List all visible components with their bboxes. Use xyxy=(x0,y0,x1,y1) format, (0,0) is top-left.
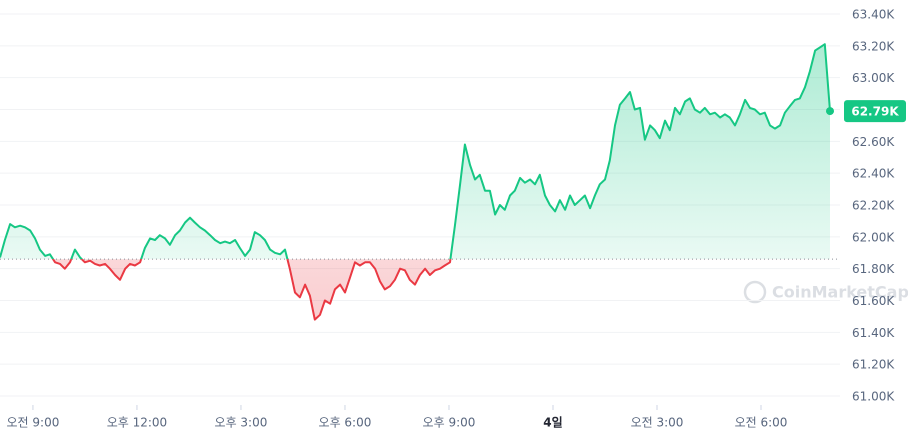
area-down xyxy=(0,259,830,320)
current-price-badge xyxy=(844,100,906,123)
y-tick-label: 63.00K xyxy=(852,71,895,85)
y-tick-label: 61.40K xyxy=(852,326,895,340)
price-line-down xyxy=(51,259,452,321)
x-tick-label: 4일 xyxy=(543,416,562,430)
y-tick-label: 61.60K xyxy=(852,294,895,308)
x-tick-label: 오후 9:00 xyxy=(423,416,476,430)
watermark-text: CoinMarketCap xyxy=(772,283,908,302)
y-tick-label: 62.20K xyxy=(852,199,895,213)
y-tick-label: 62.40K xyxy=(852,167,895,181)
x-tick-label: 오전 9:00 xyxy=(7,416,60,430)
y-tick-label: 63.20K xyxy=(852,39,895,53)
x-tick-label: 오전 6:00 xyxy=(735,416,788,430)
y-tick-label: 62.60K xyxy=(852,135,895,149)
y-tick-label: 61.80K xyxy=(852,262,895,276)
price-line-up xyxy=(0,43,831,260)
current-price-label: 62.79K xyxy=(851,105,899,119)
y-tick-label: 63.40K xyxy=(852,8,895,22)
y-tick-label: 61.20K xyxy=(852,358,895,372)
x-tick-label: 오후 12:00 xyxy=(107,416,167,430)
watermark: CoinMarketCap xyxy=(743,280,908,304)
y-tick-label: 62.00K xyxy=(852,230,895,244)
y-tick-label: 61.00K xyxy=(852,390,895,404)
x-tick-label: 오전 3:00 xyxy=(631,416,684,430)
last-point xyxy=(826,107,834,116)
area-up xyxy=(0,44,830,260)
x-tick-label: 오후 6:00 xyxy=(319,416,372,430)
x-tick-label: 오후 3:00 xyxy=(215,416,268,430)
